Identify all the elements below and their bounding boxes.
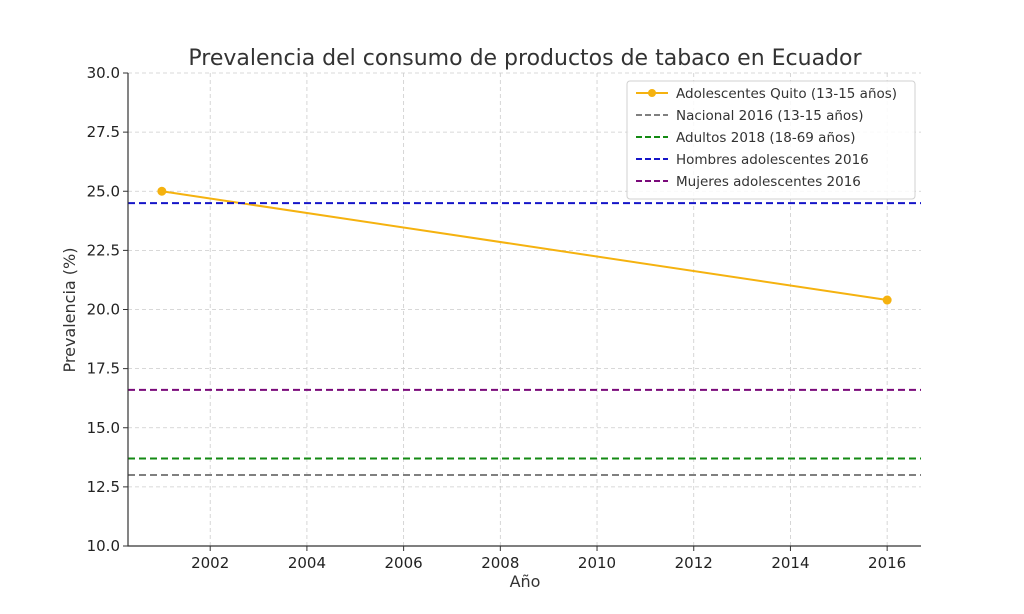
chart-title: Prevalencia del consumo de productos de … — [188, 46, 862, 71]
legend-label: Hombres adolescentes 2016 — [676, 152, 869, 168]
x-tick-label: 2006 — [385, 554, 423, 572]
x-tick-label: 2004 — [288, 554, 326, 572]
y-axis-label: Prevalencia (%) — [60, 248, 79, 373]
legend-label: Adolescentes Quito (13-15 años) — [676, 86, 897, 102]
series-line — [161, 190, 888, 302]
x-tick-label: 2008 — [481, 554, 519, 572]
y-tick-label: 12.5 — [87, 478, 120, 496]
y-tick-label: 22.5 — [87, 241, 120, 259]
legend-marker — [648, 89, 656, 97]
legend-label: Nacional 2016 (13-15 años) — [676, 108, 864, 124]
legend: Adolescentes Quito (13-15 años) Nacional … — [626, 80, 916, 200]
x-tick-label: 2012 — [675, 554, 713, 572]
x-tick-label: 2014 — [771, 554, 809, 572]
ticks: 2002 2004 2006 2008 2010 2012 2014 2016 10.0 12.5… — [87, 64, 907, 572]
y-tick-label: 10.0 — [87, 537, 120, 555]
x-tick-label: 2010 — [578, 554, 616, 572]
y-tick-label: 27.5 — [87, 123, 120, 141]
legend-label: Adultos 2018 (18-69 años) — [676, 130, 856, 146]
y-tick-label: 20.0 — [87, 301, 120, 319]
series-layer — [128, 186, 921, 477]
y-tick-label: 25.0 — [87, 182, 120, 200]
legend-label: Mujeres adolescentes 2016 — [676, 174, 861, 190]
data-point — [157, 186, 167, 196]
data-point — [882, 295, 892, 305]
x-axis-label: Año — [510, 572, 541, 591]
x-tick-label: 2002 — [191, 554, 229, 572]
y-tick-label: 30.0 — [87, 64, 120, 82]
y-tick-label: 15.0 — [87, 419, 120, 437]
x-tick-label: 2016 — [868, 554, 906, 572]
y-tick-label: 17.5 — [87, 360, 120, 378]
legend-box — [626, 80, 916, 200]
